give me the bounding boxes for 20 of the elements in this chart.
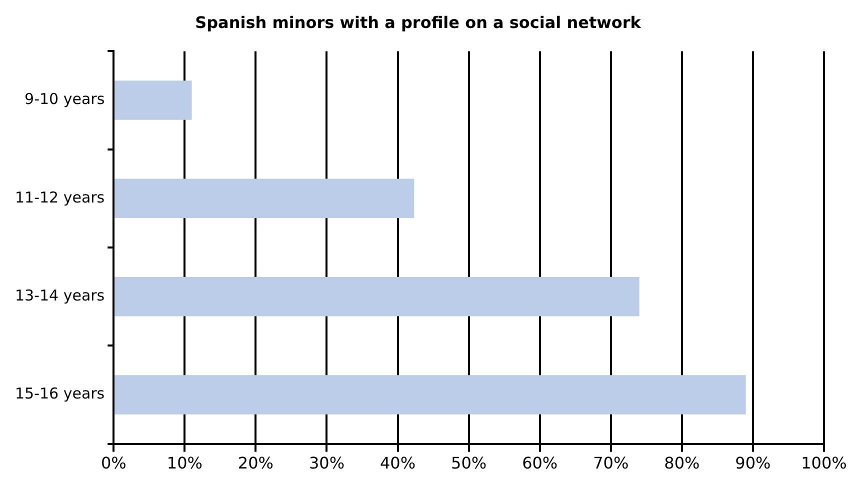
x-tick-label: 70% (593, 454, 629, 473)
y-tick-label: 11-12 years (14, 188, 105, 206)
y-tick-label: 15-16 years (14, 384, 105, 403)
x-tick-label: 80% (664, 454, 700, 473)
bar (114, 178, 414, 218)
x-tick-label: 50% (451, 454, 487, 473)
bar (114, 80, 192, 120)
y-tick-label: 13-14 years (14, 286, 105, 304)
y-tick-label: 9-10 years (24, 90, 105, 108)
x-tick-label: 100% (801, 454, 847, 473)
bar (114, 276, 640, 316)
x-tick-label: 60% (522, 454, 558, 473)
x-tick-label: 10% (166, 454, 202, 473)
x-tick-label: 90% (735, 454, 771, 473)
x-tick-label: 20% (238, 454, 274, 473)
x-tick-label: 0% (100, 454, 126, 473)
chart-title: Spanish minors with a profile on a social network (195, 12, 642, 32)
bar (114, 375, 746, 414)
x-tick-label: 40% (380, 454, 416, 473)
x-tick-label: 30% (308, 454, 345, 473)
